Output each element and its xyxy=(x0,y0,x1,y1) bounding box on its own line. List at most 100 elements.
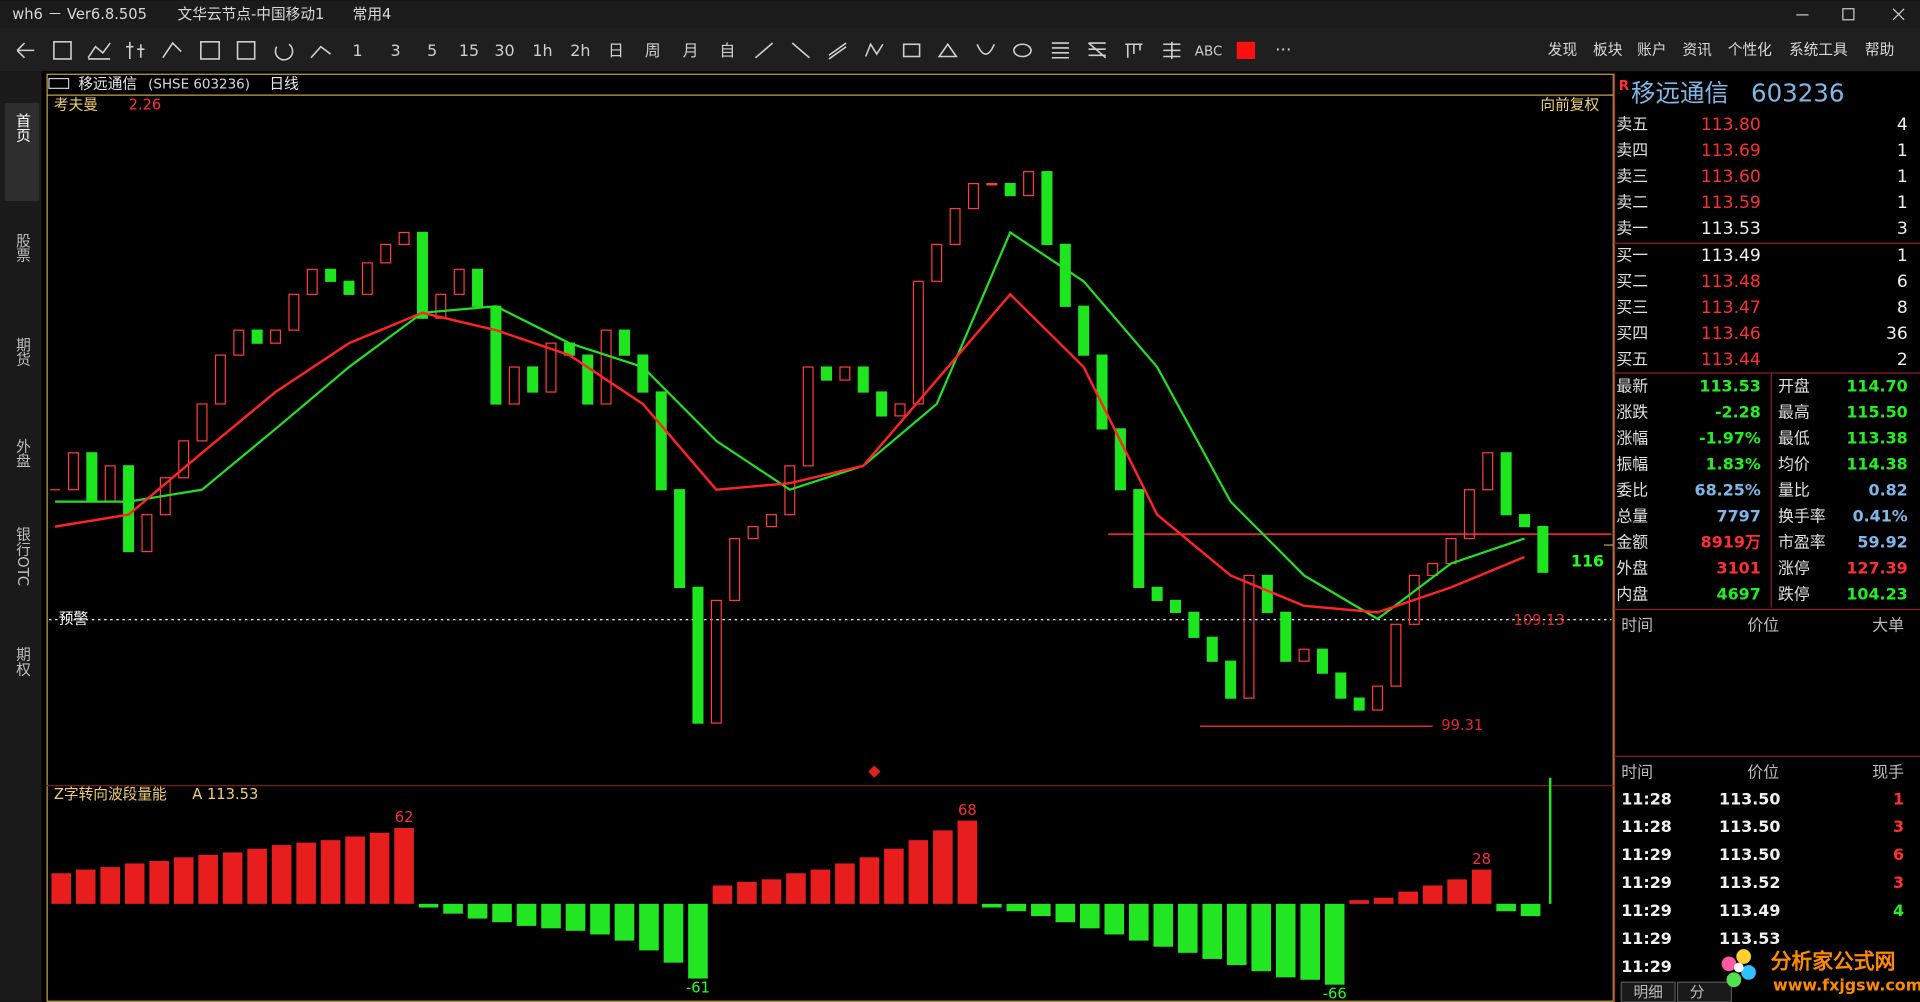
active-side-tab xyxy=(4,103,40,201)
energy-bar xyxy=(957,820,978,904)
tick-time: 11:28 xyxy=(1621,817,1672,836)
book-price: 113.49 xyxy=(1701,246,1761,266)
wave-tool[interactable] xyxy=(864,42,884,57)
list-button[interactable] xyxy=(53,41,72,60)
restore-button[interactable] xyxy=(1842,8,1855,21)
candle xyxy=(1427,562,1439,577)
energy-bar xyxy=(639,903,659,951)
side-tab-strip xyxy=(0,71,42,1002)
adjust-mode[interactable]: 向前复权 xyxy=(1540,95,1599,113)
cycle-tool[interactable] xyxy=(1125,43,1143,58)
period-button[interactable]: 自 xyxy=(719,41,735,60)
gann-tool[interactable] xyxy=(1088,42,1107,59)
book-label: 卖四 xyxy=(1616,141,1648,160)
menu-item[interactable]: 账户 xyxy=(1637,41,1666,58)
back-button[interactable] xyxy=(16,42,35,59)
close-button[interactable] xyxy=(1892,8,1905,21)
indicator-name[interactable]: 考夫曼 xyxy=(54,96,98,113)
candle xyxy=(1482,452,1494,491)
side-tab[interactable]: 期权 xyxy=(14,647,31,677)
candle xyxy=(288,293,300,331)
candle xyxy=(141,514,153,553)
candle xyxy=(949,207,961,246)
sub-indicator-name[interactable]: Z字转向波段量能 xyxy=(54,786,167,803)
stat-value: 59.92 xyxy=(1857,532,1907,551)
channel-tool[interactable] xyxy=(828,42,847,60)
candle xyxy=(967,183,979,210)
stat-value: -2.28 xyxy=(1715,403,1761,422)
side-tab[interactable]: 外盘 xyxy=(14,438,31,467)
rect-tool[interactable] xyxy=(902,43,921,58)
candle xyxy=(1004,183,1016,197)
toolbar-icons xyxy=(16,41,1181,61)
stat-label: 振幅 xyxy=(1616,455,1648,474)
candle xyxy=(361,262,373,295)
ellipse-tool[interactable] xyxy=(1013,43,1032,58)
current-marker xyxy=(868,765,881,778)
period-button[interactable]: 月 xyxy=(683,41,699,60)
ray-tool[interactable] xyxy=(791,42,810,59)
tick-time: 11:29 xyxy=(1621,873,1672,892)
bottom-tab-label[interactable]: 分 xyxy=(1690,984,1705,1001)
quote-panel xyxy=(1613,73,1920,1002)
side-tab[interactable]: 首页 xyxy=(14,113,31,143)
period-button[interactable]: 周 xyxy=(645,41,661,60)
side-tab[interactable]: 银行OTC xyxy=(14,527,31,586)
candle xyxy=(765,514,777,528)
period-button[interactable]: 3 xyxy=(390,41,400,60)
fib-tool[interactable] xyxy=(1051,42,1069,59)
trend-line-tool[interactable] xyxy=(754,42,774,59)
sub-indicator-value: A 113.53 xyxy=(192,786,258,803)
period-button[interactable]: 15 xyxy=(459,41,479,60)
line-chart-button[interactable] xyxy=(87,42,111,60)
menu-item[interactable]: 资讯 xyxy=(1682,41,1712,58)
period-button[interactable]: 5 xyxy=(427,41,437,60)
period-button[interactable]: 1 xyxy=(352,41,362,60)
menu-item[interactable]: 系统工具 xyxy=(1789,41,1848,58)
menu-item[interactable]: 个性化 xyxy=(1728,41,1772,58)
energy-bar xyxy=(1104,903,1125,935)
side-tab[interactable]: 股票 xyxy=(14,233,31,263)
period-button[interactable]: 30 xyxy=(494,41,514,60)
refresh-button[interactable] xyxy=(274,43,294,61)
candle xyxy=(398,231,410,246)
layout-name[interactable]: 常用4 xyxy=(353,6,392,23)
triangle-tool[interactable] xyxy=(937,42,958,58)
arc-tool[interactable] xyxy=(976,43,996,55)
candle xyxy=(1537,525,1549,573)
color-picker[interactable] xyxy=(1236,41,1256,59)
watermark: 分析家公式网 www.fxjgsw.com xyxy=(1721,949,1920,994)
period-selector[interactable]: 日线 xyxy=(269,76,299,93)
stat-value: 1.83% xyxy=(1706,455,1761,474)
tick-time: 11:29 xyxy=(1621,929,1672,948)
period-button[interactable]: 1h xyxy=(532,41,552,60)
energy-peak-label: 28 xyxy=(1472,851,1491,868)
f10-button[interactable] xyxy=(200,41,220,60)
kline-button[interactable] xyxy=(126,41,145,59)
menu-item[interactable]: 帮助 xyxy=(1865,41,1894,58)
period-button[interactable]: 2h xyxy=(570,41,590,60)
stat-label: 换手率 xyxy=(1778,506,1826,525)
save-button[interactable] xyxy=(236,41,256,60)
energy-peak-label: -66 xyxy=(1323,985,1347,1002)
menu-item[interactable]: 板块 xyxy=(1593,40,1623,58)
indicator-button[interactable] xyxy=(310,45,332,59)
quote-flag: R xyxy=(1619,79,1630,94)
draw-button[interactable] xyxy=(162,41,182,59)
energy-bar xyxy=(712,885,733,904)
more-button[interactable]: ··· xyxy=(1275,40,1291,60)
server-node[interactable]: 文华云节点-中国移动1 xyxy=(178,6,325,23)
price-line-tool[interactable] xyxy=(1163,41,1181,59)
side-tab[interactable]: 期货 xyxy=(14,337,31,367)
energy-bar xyxy=(1080,903,1100,929)
candle xyxy=(1243,574,1255,699)
book-price: 113.48 xyxy=(1701,272,1761,292)
menu-item[interactable]: 发现 xyxy=(1548,41,1578,58)
candle xyxy=(545,342,557,393)
bottom-tab-label[interactable]: 明细 xyxy=(1633,984,1662,1001)
stat-value: 0.82 xyxy=(1869,480,1908,499)
stat-label: 最高 xyxy=(1778,403,1810,422)
period-button[interactable]: 日 xyxy=(608,41,624,60)
stat-value: 127.39 xyxy=(1846,558,1907,577)
text-tool[interactable]: ABC xyxy=(1195,45,1223,60)
